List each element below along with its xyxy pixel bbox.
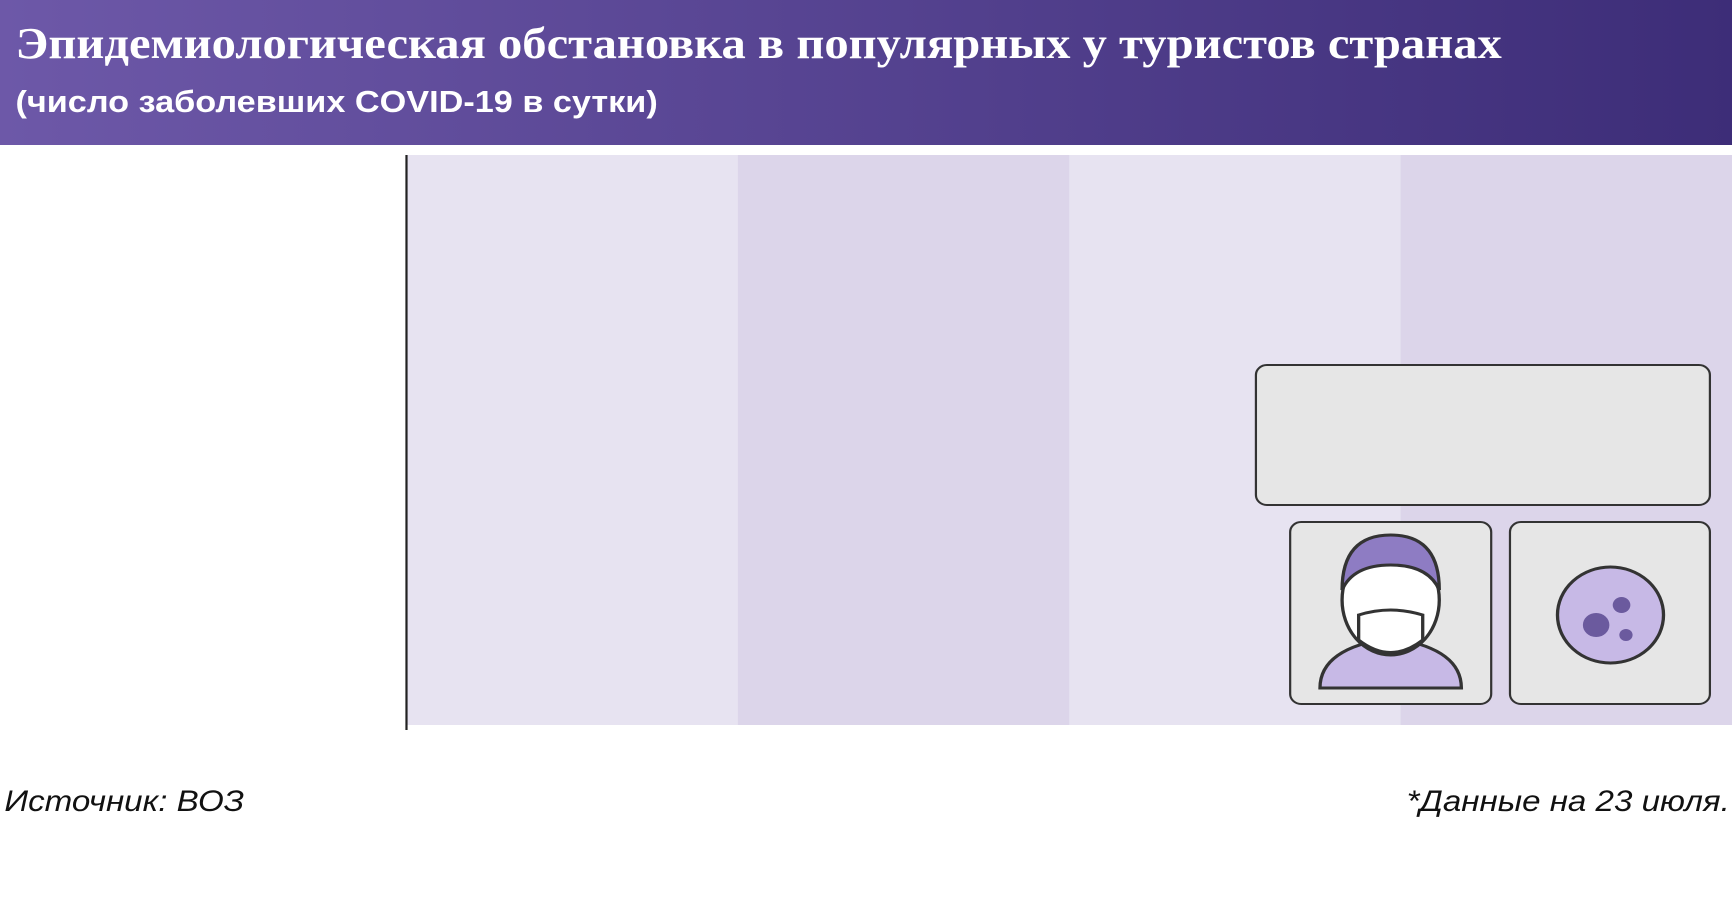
plot-band bbox=[737, 155, 1070, 725]
chart-subtitle: (число заболевших COVID-19 в сутки) bbox=[15, 84, 657, 119]
virus-icon bbox=[1508, 521, 1712, 705]
icon-virus-body bbox=[1555, 565, 1666, 665]
footnote: *Данные на 23 июля. bbox=[1407, 783, 1730, 817]
icon-virus-spot bbox=[1619, 629, 1633, 641]
source: Источник: ВОЗ bbox=[4, 783, 244, 817]
chart-title: Эпидемиологическая обстановка в популярн… bbox=[15, 20, 1501, 68]
icon-virus-spot bbox=[1582, 613, 1610, 637]
icon-virus-spot bbox=[1612, 597, 1631, 613]
mask-icon bbox=[1289, 521, 1493, 705]
icon-mask bbox=[1356, 608, 1425, 654]
legend bbox=[1254, 364, 1712, 506]
icon-hair bbox=[1340, 533, 1441, 591]
header-bg bbox=[0, 0, 1732, 145]
legend-box bbox=[1254, 364, 1712, 506]
